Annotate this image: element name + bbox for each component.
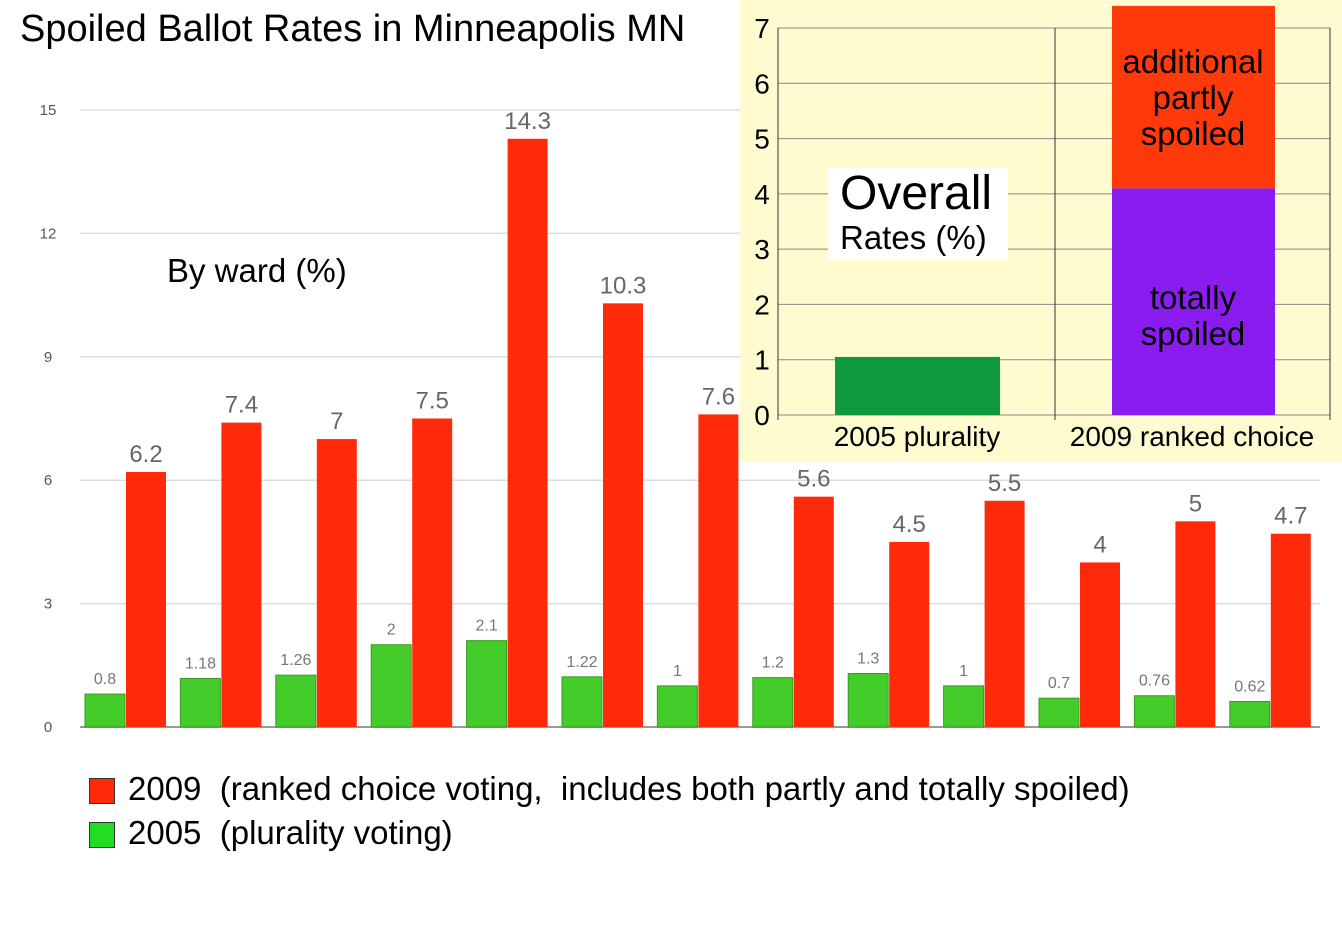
green-bar (1038, 697, 1080, 728)
red-bar-label: 4 (1093, 531, 1106, 558)
green-bar (370, 644, 412, 728)
legend-swatch-2005 (89, 822, 115, 848)
red-bar-label: 10.3 (600, 272, 647, 299)
overall-subtitle: Rates (%) (840, 219, 987, 256)
red-bar-label: 5.5 (988, 470, 1021, 497)
green-bar-label: 1.3 (857, 651, 879, 668)
legend-swatch-2009 (89, 778, 115, 804)
red-bar (698, 414, 739, 727)
red-bar-label: 7.6 (702, 383, 735, 410)
red-bar-label: 4.5 (893, 511, 926, 538)
inset-y-tick-label: 3 (754, 234, 770, 265)
inset-x-tick-label: 2005 plurality (834, 421, 1001, 452)
green-bar (1133, 695, 1175, 728)
inset-y-tick-label: 2 (754, 289, 770, 320)
chart-title: Spoiled Ballot Rates in Minneapolis MN (20, 8, 686, 50)
red-bar-label: 7.4 (225, 392, 258, 419)
green-bar-label: 1.18 (185, 655, 216, 672)
green-bar-label: 1.22 (566, 654, 597, 671)
green-bar-label: 1 (673, 663, 682, 680)
green-bar-label: 1.2 (762, 655, 784, 672)
inset-y-tick-label: 4 (754, 179, 770, 210)
green-bar (275, 674, 317, 728)
red-bar (1175, 521, 1216, 727)
red-bar-label: 5 (1189, 490, 1202, 517)
green-bar (1229, 700, 1271, 728)
y-tick-label: 9 (44, 349, 52, 366)
y-tick-label: 0 (44, 719, 52, 736)
red-bar (507, 138, 548, 727)
red-bar (889, 541, 930, 727)
bar-totally-spoiled (1112, 188, 1275, 415)
green-bar (561, 676, 603, 728)
green-bar (466, 640, 508, 728)
red-bar (984, 500, 1025, 727)
red-bar (1270, 533, 1311, 727)
red-bar-label: 14.3 (504, 108, 551, 135)
bar-2005-plurality (835, 356, 1000, 415)
red-bar (126, 471, 166, 727)
inset-y-tick-label: 0 (754, 400, 770, 431)
green-bar-label: 0.62 (1234, 678, 1265, 695)
inset-y-tick-label: 6 (754, 68, 770, 99)
legend-label-2009: 2009 (ranked choice voting, includes bot… (128, 770, 1130, 807)
overall-title-text: Overall (840, 167, 993, 220)
red-bar (603, 303, 643, 727)
red-bar (316, 439, 357, 727)
bar-additional-partly-spoiled (1112, 5, 1275, 189)
label-totally-spoiled: totally spoiled (1140, 279, 1246, 352)
red-bar-label: 5.6 (797, 466, 830, 493)
by-ward-annotation: By ward (%) (167, 252, 347, 289)
green-bar-label: 0.76 (1139, 673, 1170, 690)
inset-y-tick-label: 5 (754, 124, 770, 155)
y-tick-label: 3 (44, 596, 52, 613)
red-bar-label: 4.7 (1274, 503, 1307, 530)
red-bar (221, 422, 262, 727)
y-tick-label: 12 (40, 225, 57, 242)
inset-y-tick-label: 7 (754, 13, 770, 44)
label-additional-partly-spoiled: additional partly spoiled (1122, 43, 1264, 152)
y-tick-label: 15 (40, 102, 57, 119)
green-bar-label: 2 (387, 622, 396, 639)
green-bar (943, 685, 985, 728)
overall-title: Overall Rates (%) (828, 168, 1008, 260)
green-bar (847, 673, 889, 728)
legend-label-2005: 2005 (plurality voting) (128, 814, 453, 851)
red-bar-label: 7 (330, 408, 343, 435)
green-bar (656, 685, 698, 728)
red-bar (412, 418, 453, 727)
green-bar (84, 693, 126, 728)
inset-y-tick-label: 1 (754, 345, 770, 376)
green-bar-label: 2.1 (475, 618, 497, 635)
red-bar (1080, 562, 1120, 727)
green-bar (752, 677, 794, 728)
red-bar (793, 496, 834, 727)
green-bar (179, 677, 221, 728)
green-bar-label: 0.7 (1048, 675, 1070, 692)
inset-x-tick-label: 2009 ranked choice (1070, 421, 1314, 452)
green-bar-label: 1.26 (280, 652, 311, 669)
red-bar-label: 6.2 (129, 441, 162, 468)
y-tick-label: 6 (44, 472, 52, 489)
green-bar-label: 0.8 (94, 671, 116, 688)
red-bar-label: 7.5 (416, 388, 449, 415)
green-bar-label: 1 (959, 663, 968, 680)
